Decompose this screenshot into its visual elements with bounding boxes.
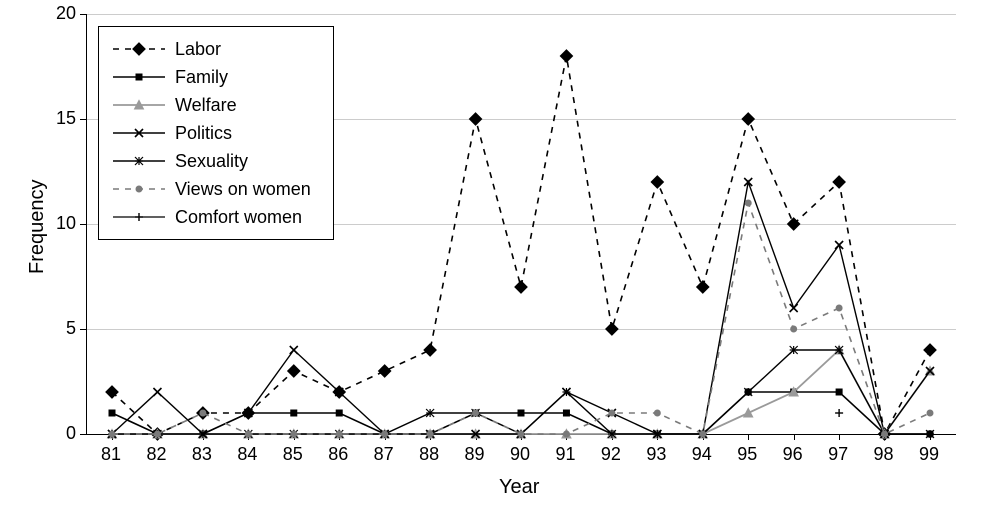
legend-label: Sexuality [175, 151, 248, 172]
x-tick-label: 90 [510, 444, 530, 465]
legend-label: Family [175, 67, 228, 88]
x-tick-label: 96 [783, 444, 803, 465]
legend-item: Family [111, 63, 321, 91]
x-tick-label: 81 [101, 444, 121, 465]
x-tick-label: 99 [919, 444, 939, 465]
x-tick-label: 89 [465, 444, 485, 465]
legend-item: Views on women [111, 175, 321, 203]
y-tick-label: 0 [66, 423, 76, 444]
x-tick [839, 434, 840, 440]
x-tick-label: 86 [328, 444, 348, 465]
x-tick-label: 97 [828, 444, 848, 465]
x-tick-label: 84 [237, 444, 257, 465]
x-tick-label: 87 [374, 444, 394, 465]
legend-swatch [111, 207, 167, 227]
legend-swatch [111, 95, 167, 115]
legend-swatch [111, 151, 167, 171]
x-tick [794, 434, 795, 440]
x-tick-label: 82 [146, 444, 166, 465]
x-tick-label: 95 [737, 444, 757, 465]
legend-swatch [111, 123, 167, 143]
x-tick-label: 85 [283, 444, 303, 465]
legend-item: Politics [111, 119, 321, 147]
y-tick-label: 10 [56, 213, 76, 234]
legend: Labor Family Welfare Politics Sexuality Views… [98, 26, 334, 240]
x-tick-label: 93 [646, 444, 666, 465]
x-tick [748, 434, 749, 440]
legend-swatch [111, 67, 167, 87]
legend-label: Politics [175, 123, 232, 144]
y-tick-label: 15 [56, 108, 76, 129]
x-tick-label: 94 [692, 444, 712, 465]
x-tick-label: 91 [555, 444, 575, 465]
x-tick-label: 98 [874, 444, 894, 465]
legend-item: Comfort women [111, 203, 321, 231]
x-tick-label: 88 [419, 444, 439, 465]
x-tick-label: 92 [601, 444, 621, 465]
y-tick-label: 20 [56, 3, 76, 24]
frequency-line-chart: Frequency Year Labor Family Welfare Politic… [0, 0, 983, 516]
x-tick-label: 83 [192, 444, 212, 465]
y-tick-label: 5 [66, 318, 76, 339]
legend-label: Views on women [175, 179, 311, 200]
legend-item: Sexuality [111, 147, 321, 175]
legend-item: Welfare [111, 91, 321, 119]
legend-swatch [111, 39, 167, 59]
x-axis-title: Year [499, 476, 539, 506]
legend-label: Labor [175, 39, 221, 60]
legend-label: Welfare [175, 95, 237, 116]
legend-item: Labor [111, 35, 321, 63]
legend-swatch [111, 179, 167, 199]
y-axis-title: Frequency [26, 180, 49, 275]
legend-label: Comfort women [175, 207, 302, 228]
